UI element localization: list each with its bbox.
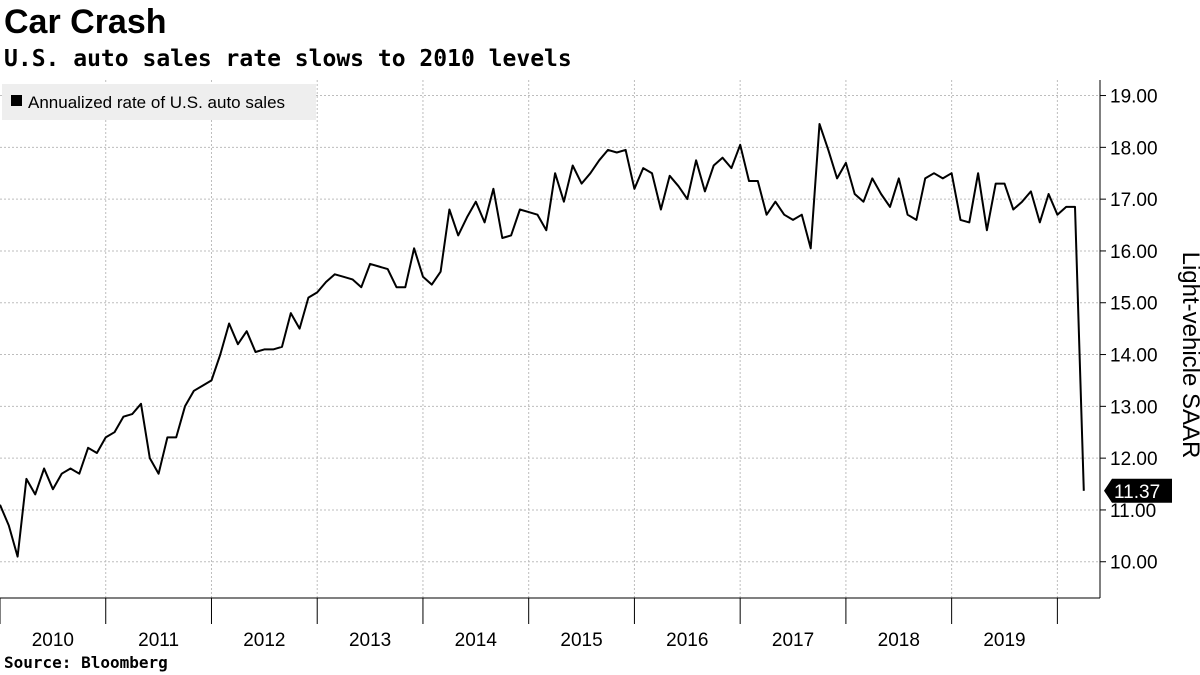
legend: Annualized rate of U.S. auto sales [2, 84, 316, 120]
x-tick-label: 2015 [560, 630, 602, 651]
y-tick-label: 13.00 [1110, 397, 1158, 418]
y-tick-label: 15.00 [1110, 294, 1158, 315]
x-tick-label: 2014 [455, 630, 498, 651]
x-tick-label: 2017 [772, 630, 814, 651]
source-note: Source: Bloomberg [4, 653, 168, 672]
x-tick-label: 2016 [666, 630, 708, 651]
last-value-marker-background [1104, 478, 1172, 503]
chart-title: Car Crash [4, 3, 167, 41]
x-tick-label: 2010 [32, 630, 74, 651]
x-tick-label: 2018 [878, 630, 920, 651]
legend-swatch [11, 95, 22, 106]
x-axis-ticks: 2010 2011 2012 2013 2014 2015 2016 2017 2018 2019 [0, 598, 1058, 651]
y-tick-label: 18.00 [1110, 138, 1158, 159]
x-tick-label: 2011 [138, 630, 179, 651]
last-value-label: 11.37 [1114, 482, 1160, 503]
x-tick-label: 2013 [349, 630, 391, 651]
y-tick-label: 11.00 [1110, 501, 1156, 522]
y-axis-label: Light-vehicle SAAR [1177, 252, 1200, 459]
y-tick-label: 17.00 [1110, 190, 1158, 211]
y-tick-label: 16.00 [1110, 242, 1158, 263]
y-axis-ticks: 10.00 11.00 12.00 13.00 14.00 15.00 16.00 17.00… [1100, 87, 1158, 574]
chart-subtitle: U.S. auto sales rate slows to 2010 level… [4, 46, 572, 72]
grid-lines [0, 80, 1100, 598]
x-tick-label: 2012 [243, 630, 285, 651]
legend-entry-label: Annualized rate of U.S. auto sales [28, 93, 285, 112]
series-line [0, 123, 1085, 558]
y-tick-label: 12.00 [1110, 449, 1158, 470]
axes [0, 80, 1101, 599]
last-value-marker: 11.37 [1104, 478, 1172, 503]
y-tick-label: 19.00 [1110, 87, 1158, 108]
x-tick-label: 2019 [983, 630, 1025, 651]
series-group [0, 123, 1085, 558]
legend-background [2, 84, 316, 120]
y-tick-label: 10.00 [1110, 553, 1158, 574]
y-tick-label: 14.00 [1110, 346, 1158, 367]
